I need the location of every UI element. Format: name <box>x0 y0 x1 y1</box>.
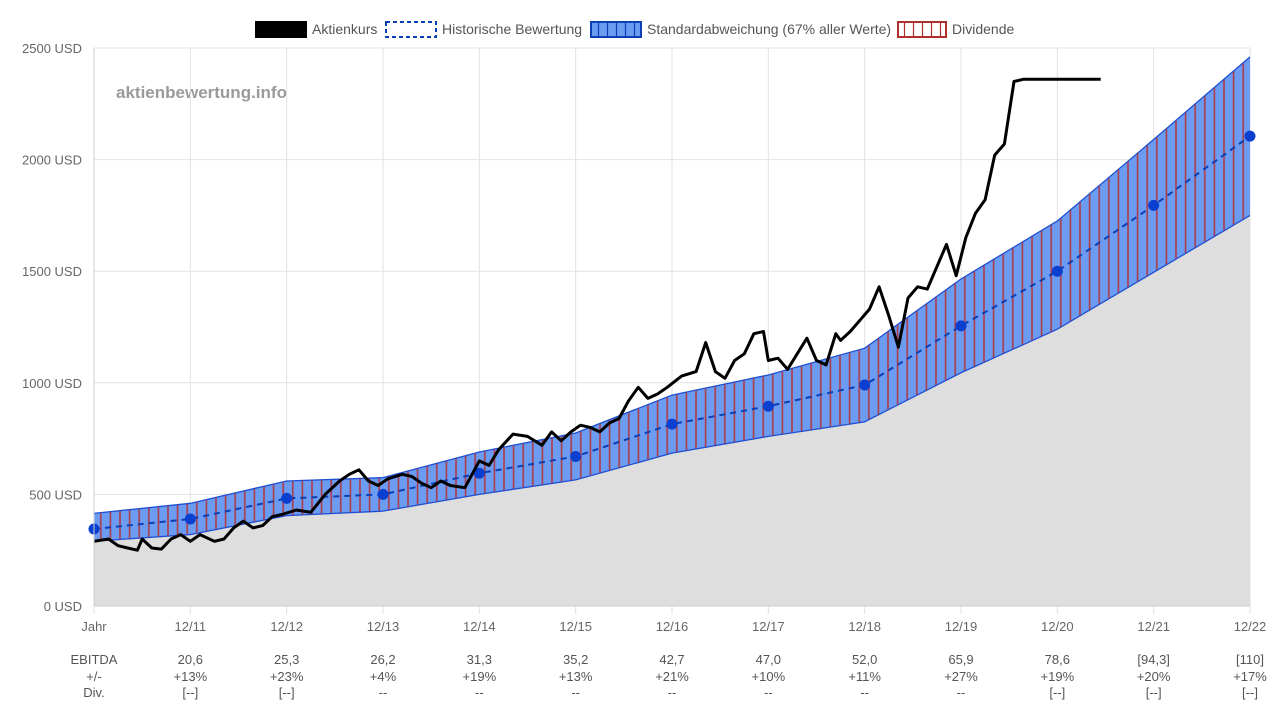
table-cell: 35,2 <box>563 652 588 667</box>
historical-valuation-point <box>859 379 871 391</box>
table-cell: -- <box>379 685 388 700</box>
table-cell: 47,0 <box>756 652 781 667</box>
stock-price-line <box>93 77 1101 552</box>
table-cell: 20,6 <box>178 652 203 667</box>
table-cell: [--] <box>1146 685 1162 700</box>
y-tick-label: 1500 USD <box>22 264 82 279</box>
x-tick-label: 12/13 <box>367 619 400 634</box>
historical-valuation-point <box>184 513 196 525</box>
historical-valuation-point <box>955 320 967 332</box>
legend-swatch-price <box>255 21 307 38</box>
watermark: aktienbewertung.info <box>116 83 287 102</box>
x-tick-label: 12/14 <box>463 619 496 634</box>
historical-valuation-point <box>473 467 485 479</box>
historical-valuation-point <box>1244 130 1256 142</box>
legend-label-dividend: Dividende <box>952 21 1014 37</box>
table-row-label: Div. <box>83 685 104 700</box>
data-table: EBITDA 20,6 25,3 26,2 31,3 35,2 42,7 47,0 52,0 65… <box>71 652 1268 700</box>
historical-valuation-point <box>762 400 774 412</box>
x-tick-label: 12/22 <box>1234 619 1267 634</box>
legend: Aktienkurs Historische Bewertung Standarda… <box>255 21 1014 38</box>
table-cell: +10% <box>752 669 786 684</box>
legend-label-fair: Historische Bewertung <box>442 21 582 37</box>
x-tick-label: 12/12 <box>270 619 303 634</box>
table-cell: 65,9 <box>948 652 973 667</box>
table-cell: +17% <box>1233 669 1267 684</box>
table-cell: +13% <box>559 669 593 684</box>
table-cell: +23% <box>270 669 304 684</box>
table-cell: 78,6 <box>1045 652 1070 667</box>
historical-valuation-point <box>1051 265 1063 277</box>
band-upper-edge <box>93 56 1251 515</box>
table-cell: -- <box>668 685 677 700</box>
table-cell: 25,3 <box>274 652 299 667</box>
table-cell: +11% <box>848 669 881 684</box>
y-tick-label: 500 USD <box>29 487 82 502</box>
table-cell: -- <box>764 685 773 700</box>
x-tick-label: 12/15 <box>559 619 592 634</box>
historical-valuation-point <box>377 488 389 500</box>
legend-swatch-band <box>590 21 642 38</box>
legend-swatch-dividend <box>897 21 947 38</box>
table-cell: 26,2 <box>370 652 395 667</box>
historical-valuation-point <box>1148 199 1160 211</box>
table-cell: +20% <box>1137 669 1171 684</box>
table-row-label: +/- <box>86 669 102 684</box>
table-row-label: EBITDA <box>71 652 118 667</box>
y-tick-label: 0 USD <box>44 599 82 614</box>
table-cell: +13% <box>174 669 208 684</box>
band-lower-edge <box>93 214 1251 542</box>
x-tick-label: 12/20 <box>1041 619 1074 634</box>
table-cell: -- <box>957 685 966 700</box>
table-cell: 31,3 <box>467 652 492 667</box>
legend-label-price: Aktienkurs <box>312 21 377 37</box>
x-tick-label: 12/18 <box>848 619 881 634</box>
lower-area-fill <box>94 215 1250 606</box>
table-cell: -- <box>571 685 580 700</box>
table-cell: +4% <box>370 669 397 684</box>
x-tick-label: 12/16 <box>656 619 689 634</box>
x-tick-label: 12/19 <box>945 619 978 634</box>
table-cell: +19% <box>1041 669 1075 684</box>
table-cell: -- <box>475 685 484 700</box>
table-cell: [--] <box>182 685 198 700</box>
x-tick-label: 12/21 <box>1137 619 1170 634</box>
y-tick-label: 1000 USD <box>22 376 82 391</box>
table-cell: -- <box>860 685 869 700</box>
y-tick-label: 2000 USD <box>22 153 82 168</box>
legend-label-band: Standardabweichung (67% aller Werte) <box>647 21 891 37</box>
std-deviation-band <box>94 56 1250 542</box>
table-cell: [--] <box>1049 685 1065 700</box>
table-cell: 52,0 <box>852 652 877 667</box>
x-tick-label: Jahr <box>81 619 107 634</box>
y-tick-label: 2500 USD <box>22 41 82 56</box>
table-cell: [110] <box>1236 652 1264 667</box>
table-cell: +19% <box>463 669 497 684</box>
x-tick-label: 12/11 <box>175 619 207 634</box>
table-cell: 42,7 <box>659 652 684 667</box>
table-cell: +27% <box>944 669 978 684</box>
plot-area <box>88 56 1256 606</box>
axes: 0 USD 500 USD 1000 USD 1500 USD 2000 USD 2500… <box>22 41 1266 634</box>
legend-swatch-fair <box>385 21 437 38</box>
historical-valuation-point <box>570 450 582 462</box>
table-cell: [94,3] <box>1137 652 1170 667</box>
historical-valuation-point <box>666 418 678 430</box>
table-cell: [--] <box>279 685 295 700</box>
table-cell: +21% <box>655 669 689 684</box>
x-tick-label: 12/17 <box>752 619 785 634</box>
historical-valuation-point <box>281 492 293 504</box>
table-cell: [--] <box>1242 685 1258 700</box>
